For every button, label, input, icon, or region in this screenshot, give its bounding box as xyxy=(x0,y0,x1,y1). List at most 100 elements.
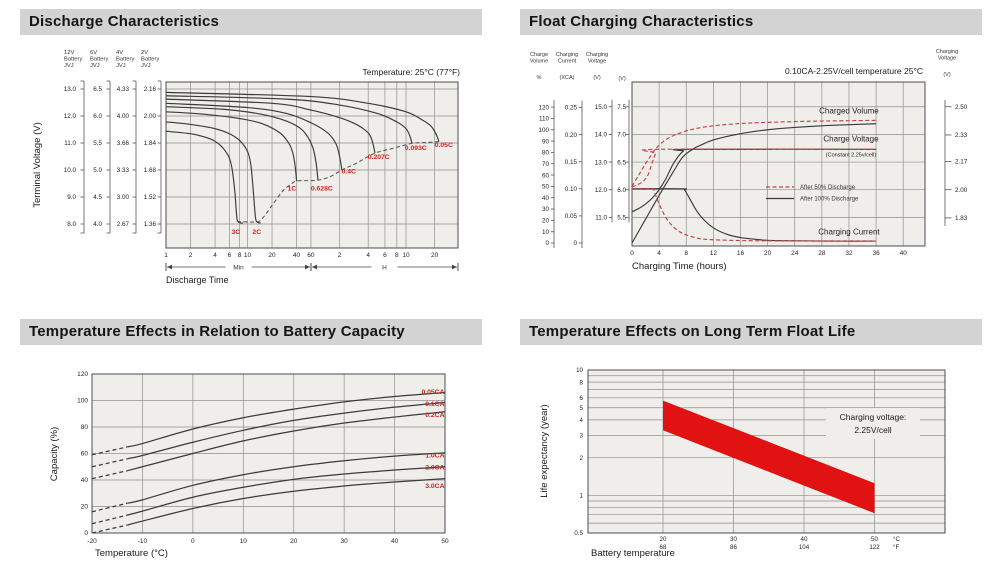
svg-text:3.0CA: 3.0CA xyxy=(425,483,444,490)
svg-text:30: 30 xyxy=(341,538,349,545)
svg-text:40: 40 xyxy=(293,252,301,259)
svg-text:Discharge Time: Discharge Time xyxy=(166,275,229,285)
svg-text:0.20: 0.20 xyxy=(565,132,578,139)
svg-text:0.4C: 0.4C xyxy=(342,168,356,175)
svg-text:5: 5 xyxy=(580,405,584,412)
svg-text:13.0: 13.0 xyxy=(595,159,608,166)
svg-text:Temperature: 25°C (77°F): Temperature: 25°C (77°F) xyxy=(362,67,460,77)
svg-text:0.2CA: 0.2CA xyxy=(425,412,444,419)
svg-text:4.00: 4.00 xyxy=(117,113,130,120)
svg-text:JVJ: JVJ xyxy=(90,63,100,69)
svg-text:0.093C: 0.093C xyxy=(405,145,427,152)
svg-text:7.0: 7.0 xyxy=(617,132,626,139)
svg-text:-20: -20 xyxy=(87,538,97,545)
svg-text:4: 4 xyxy=(213,252,217,259)
svg-text:40: 40 xyxy=(900,250,908,257)
svg-text:14.0: 14.0 xyxy=(595,132,608,139)
svg-text:0.10CA-2.25V/cell temperature: 0.10CA-2.25V/cell temperature 25°C xyxy=(785,66,923,76)
svg-text:6: 6 xyxy=(383,252,387,259)
section-header-float-charging: Float Charging Characteristics xyxy=(520,9,982,35)
svg-text:0.25: 0.25 xyxy=(565,105,578,112)
section-header-discharge: Discharge Characteristics xyxy=(20,9,482,35)
svg-text:Battery: Battery xyxy=(116,56,134,62)
svg-text:8: 8 xyxy=(684,250,688,257)
svg-text:2: 2 xyxy=(338,252,342,259)
svg-text:4V: 4V xyxy=(116,50,123,56)
svg-text:Charging: Charging xyxy=(556,52,578,58)
svg-text:20: 20 xyxy=(431,252,439,259)
svg-text:0.5: 0.5 xyxy=(574,530,583,537)
svg-text:2.00: 2.00 xyxy=(144,113,157,120)
svg-text:(V): (V) xyxy=(593,75,601,81)
svg-text:10: 10 xyxy=(402,252,410,259)
svg-text:110: 110 xyxy=(539,116,550,123)
svg-text:2.50: 2.50 xyxy=(955,104,968,111)
svg-text:11.0: 11.0 xyxy=(595,215,607,222)
svg-text:2V: 2V xyxy=(141,50,148,56)
svg-text:30: 30 xyxy=(730,536,737,543)
svg-text:1C: 1C xyxy=(287,185,296,192)
svg-text:6.5: 6.5 xyxy=(617,159,626,166)
svg-text:13.0: 13.0 xyxy=(64,86,77,93)
svg-text:5.5: 5.5 xyxy=(93,140,102,147)
svg-text:2.00: 2.00 xyxy=(955,187,968,194)
svg-text:2.33: 2.33 xyxy=(955,132,968,139)
svg-text:50: 50 xyxy=(871,536,878,543)
svg-text:2: 2 xyxy=(580,455,584,462)
svg-text:Charge: Charge xyxy=(530,52,548,58)
svg-text:10: 10 xyxy=(576,367,583,374)
svg-text:1.52: 1.52 xyxy=(144,194,157,201)
svg-text:6.0: 6.0 xyxy=(93,113,102,120)
svg-text:JVJ: JVJ xyxy=(64,63,74,69)
svg-text:Charging: Charging xyxy=(936,49,958,55)
svg-text:5.0: 5.0 xyxy=(93,167,102,174)
svg-text:After 100% Discharge: After 100% Discharge xyxy=(800,197,859,203)
svg-text:Voltage: Voltage xyxy=(588,59,606,65)
svg-text:Charged Volume: Charged Volume xyxy=(819,106,879,115)
svg-text:2.16: 2.16 xyxy=(144,86,157,93)
svg-text:0.10: 0.10 xyxy=(565,186,578,193)
svg-text:2.67: 2.67 xyxy=(117,221,130,228)
svg-text:11.0: 11.0 xyxy=(64,140,76,147)
svg-text:0: 0 xyxy=(84,530,88,537)
svg-text:68: 68 xyxy=(660,544,667,551)
svg-text:0.05CA: 0.05CA xyxy=(421,389,444,396)
svg-text:Battery: Battery xyxy=(64,56,82,62)
svg-text:3C: 3C xyxy=(232,229,241,236)
svg-text:20: 20 xyxy=(660,536,667,543)
svg-text:Min: Min xyxy=(233,264,244,271)
svg-text:3.33: 3.33 xyxy=(117,167,130,174)
svg-text:7.5: 7.5 xyxy=(617,104,626,111)
svg-text:50: 50 xyxy=(441,538,449,545)
svg-text:20: 20 xyxy=(542,218,550,225)
svg-text:6.5: 6.5 xyxy=(93,86,102,93)
svg-text:0.05: 0.05 xyxy=(565,213,578,220)
svg-text:1.83: 1.83 xyxy=(955,215,968,222)
svg-text:0.628C: 0.628C xyxy=(311,185,333,192)
svg-text:(V): (V) xyxy=(618,76,626,82)
svg-text:60: 60 xyxy=(81,451,89,458)
svg-text:Charge Voltage: Charge Voltage xyxy=(823,135,879,144)
svg-text:4.33: 4.33 xyxy=(117,86,130,93)
svg-text:5.5: 5.5 xyxy=(617,215,626,222)
svg-text:100: 100 xyxy=(538,127,549,134)
svg-text:30: 30 xyxy=(542,206,550,213)
svg-text:Voltage: Voltage xyxy=(938,56,956,62)
section-title: Discharge Characteristics xyxy=(29,13,220,30)
svg-text:8: 8 xyxy=(580,379,584,386)
svg-text:40: 40 xyxy=(801,536,808,543)
svg-text:°F: °F xyxy=(893,544,899,551)
svg-text:Temperature (°C): Temperature (°C) xyxy=(95,548,168,559)
svg-text:6.0: 6.0 xyxy=(617,187,626,194)
svg-text:H: H xyxy=(382,264,387,271)
svg-text:2.0CA: 2.0CA xyxy=(425,464,444,471)
svg-text:8.0: 8.0 xyxy=(67,221,76,228)
svg-text:JVJ: JVJ xyxy=(141,63,151,69)
svg-text:JVJ: JVJ xyxy=(116,63,126,69)
svg-text:9.0: 9.0 xyxy=(67,194,76,201)
svg-text:100: 100 xyxy=(77,398,88,405)
svg-text:Volume: Volume xyxy=(530,59,548,65)
svg-text:0.1CA: 0.1CA xyxy=(425,401,444,408)
svg-text:36: 36 xyxy=(872,250,880,257)
svg-text:70: 70 xyxy=(542,161,550,168)
